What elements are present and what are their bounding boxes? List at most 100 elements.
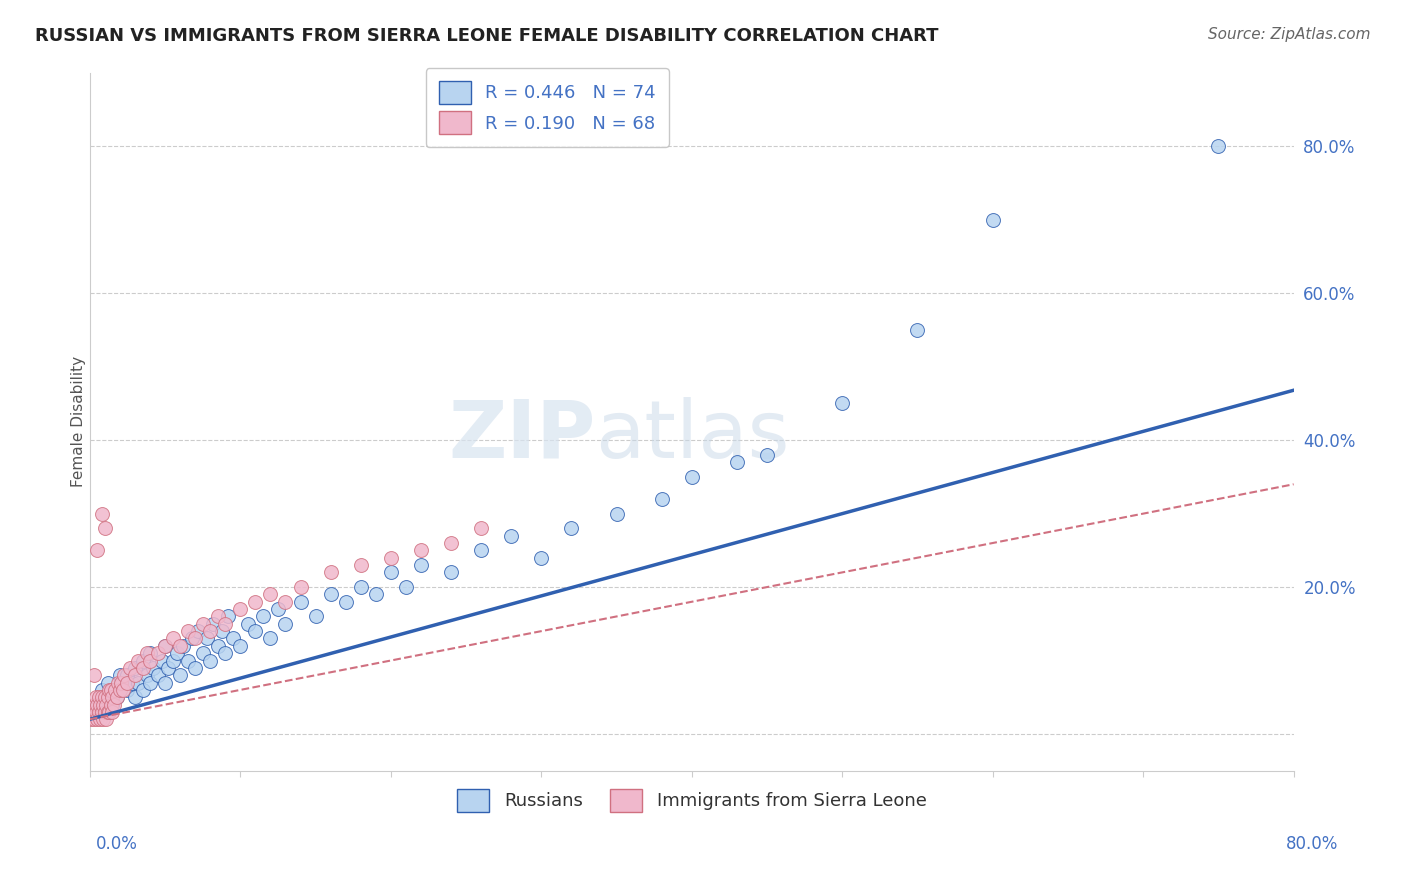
Legend: Russians, Immigrants from Sierra Leone: Russians, Immigrants from Sierra Leone	[444, 776, 939, 824]
Point	[120, 661, 142, 675]
Point	[172, 639, 194, 653]
Point	[136, 646, 159, 660]
Point	[290, 580, 312, 594]
Point	[176, 654, 198, 668]
Point	[90, 705, 112, 719]
Point	[157, 661, 180, 675]
Point	[131, 661, 153, 675]
Text: 0.0%: 0.0%	[96, 835, 138, 853]
Point	[103, 698, 125, 712]
Point	[181, 632, 204, 646]
Point	[89, 698, 111, 712]
Point	[162, 654, 184, 668]
Point	[245, 595, 267, 609]
Point	[1208, 139, 1230, 153]
Y-axis label: Female Disability: Female Disability	[72, 356, 86, 487]
Point	[110, 675, 132, 690]
Point	[350, 558, 373, 572]
Point	[169, 639, 191, 653]
Point	[94, 705, 117, 719]
Point	[222, 632, 245, 646]
Point	[319, 587, 342, 601]
Point	[756, 448, 779, 462]
Point	[153, 675, 176, 690]
Point	[380, 566, 402, 580]
Point	[105, 690, 128, 705]
Point	[108, 668, 131, 682]
Point	[195, 632, 218, 646]
Point	[166, 646, 188, 660]
Point	[259, 587, 281, 601]
Point	[207, 639, 229, 653]
Point	[80, 712, 103, 726]
Point	[90, 507, 112, 521]
Point	[191, 616, 214, 631]
Point	[150, 654, 173, 668]
Point	[236, 616, 259, 631]
Point	[86, 543, 108, 558]
Point	[83, 698, 105, 712]
Point	[217, 609, 239, 624]
Point	[380, 550, 402, 565]
Point	[124, 690, 146, 705]
Point	[87, 705, 110, 719]
Point	[90, 682, 112, 697]
Point	[560, 521, 582, 535]
Point	[98, 705, 121, 719]
Point	[86, 712, 108, 726]
Point	[335, 595, 357, 609]
Point	[162, 632, 184, 646]
Point	[207, 609, 229, 624]
Point	[96, 712, 118, 726]
Point	[101, 705, 124, 719]
Point	[136, 668, 159, 682]
Point	[86, 698, 108, 712]
Point	[101, 682, 124, 697]
Point	[90, 690, 112, 705]
Point	[108, 682, 131, 697]
Point	[131, 654, 153, 668]
Point	[409, 558, 432, 572]
Point	[94, 690, 117, 705]
Point	[93, 698, 115, 712]
Point	[139, 675, 162, 690]
Point	[117, 668, 139, 682]
Point	[124, 668, 146, 682]
Point	[107, 675, 129, 690]
Point	[97, 690, 120, 705]
Point	[86, 698, 108, 712]
Point	[114, 668, 136, 682]
Point	[83, 668, 105, 682]
Point	[395, 580, 418, 594]
Point	[229, 602, 252, 616]
Point	[84, 690, 107, 705]
Point	[470, 521, 492, 535]
Point	[605, 507, 627, 521]
Point	[84, 705, 107, 719]
Point	[259, 632, 281, 646]
Point	[146, 646, 169, 660]
Point	[200, 624, 222, 639]
Point	[87, 690, 110, 705]
Point	[97, 705, 120, 719]
Point	[831, 396, 853, 410]
Point	[267, 602, 290, 616]
Point	[139, 646, 162, 660]
Point	[200, 654, 222, 668]
Point	[440, 566, 463, 580]
Point	[98, 682, 121, 697]
Point	[725, 455, 748, 469]
Point	[108, 682, 131, 697]
Point	[290, 595, 312, 609]
Point	[681, 470, 703, 484]
Point	[169, 668, 191, 682]
Point	[94, 521, 117, 535]
Point	[97, 675, 120, 690]
Point	[229, 639, 252, 653]
Point	[153, 639, 176, 653]
Point	[104, 682, 127, 697]
Point	[274, 595, 297, 609]
Text: 80.0%: 80.0%	[1286, 835, 1339, 853]
Point	[501, 529, 523, 543]
Point	[124, 661, 146, 675]
